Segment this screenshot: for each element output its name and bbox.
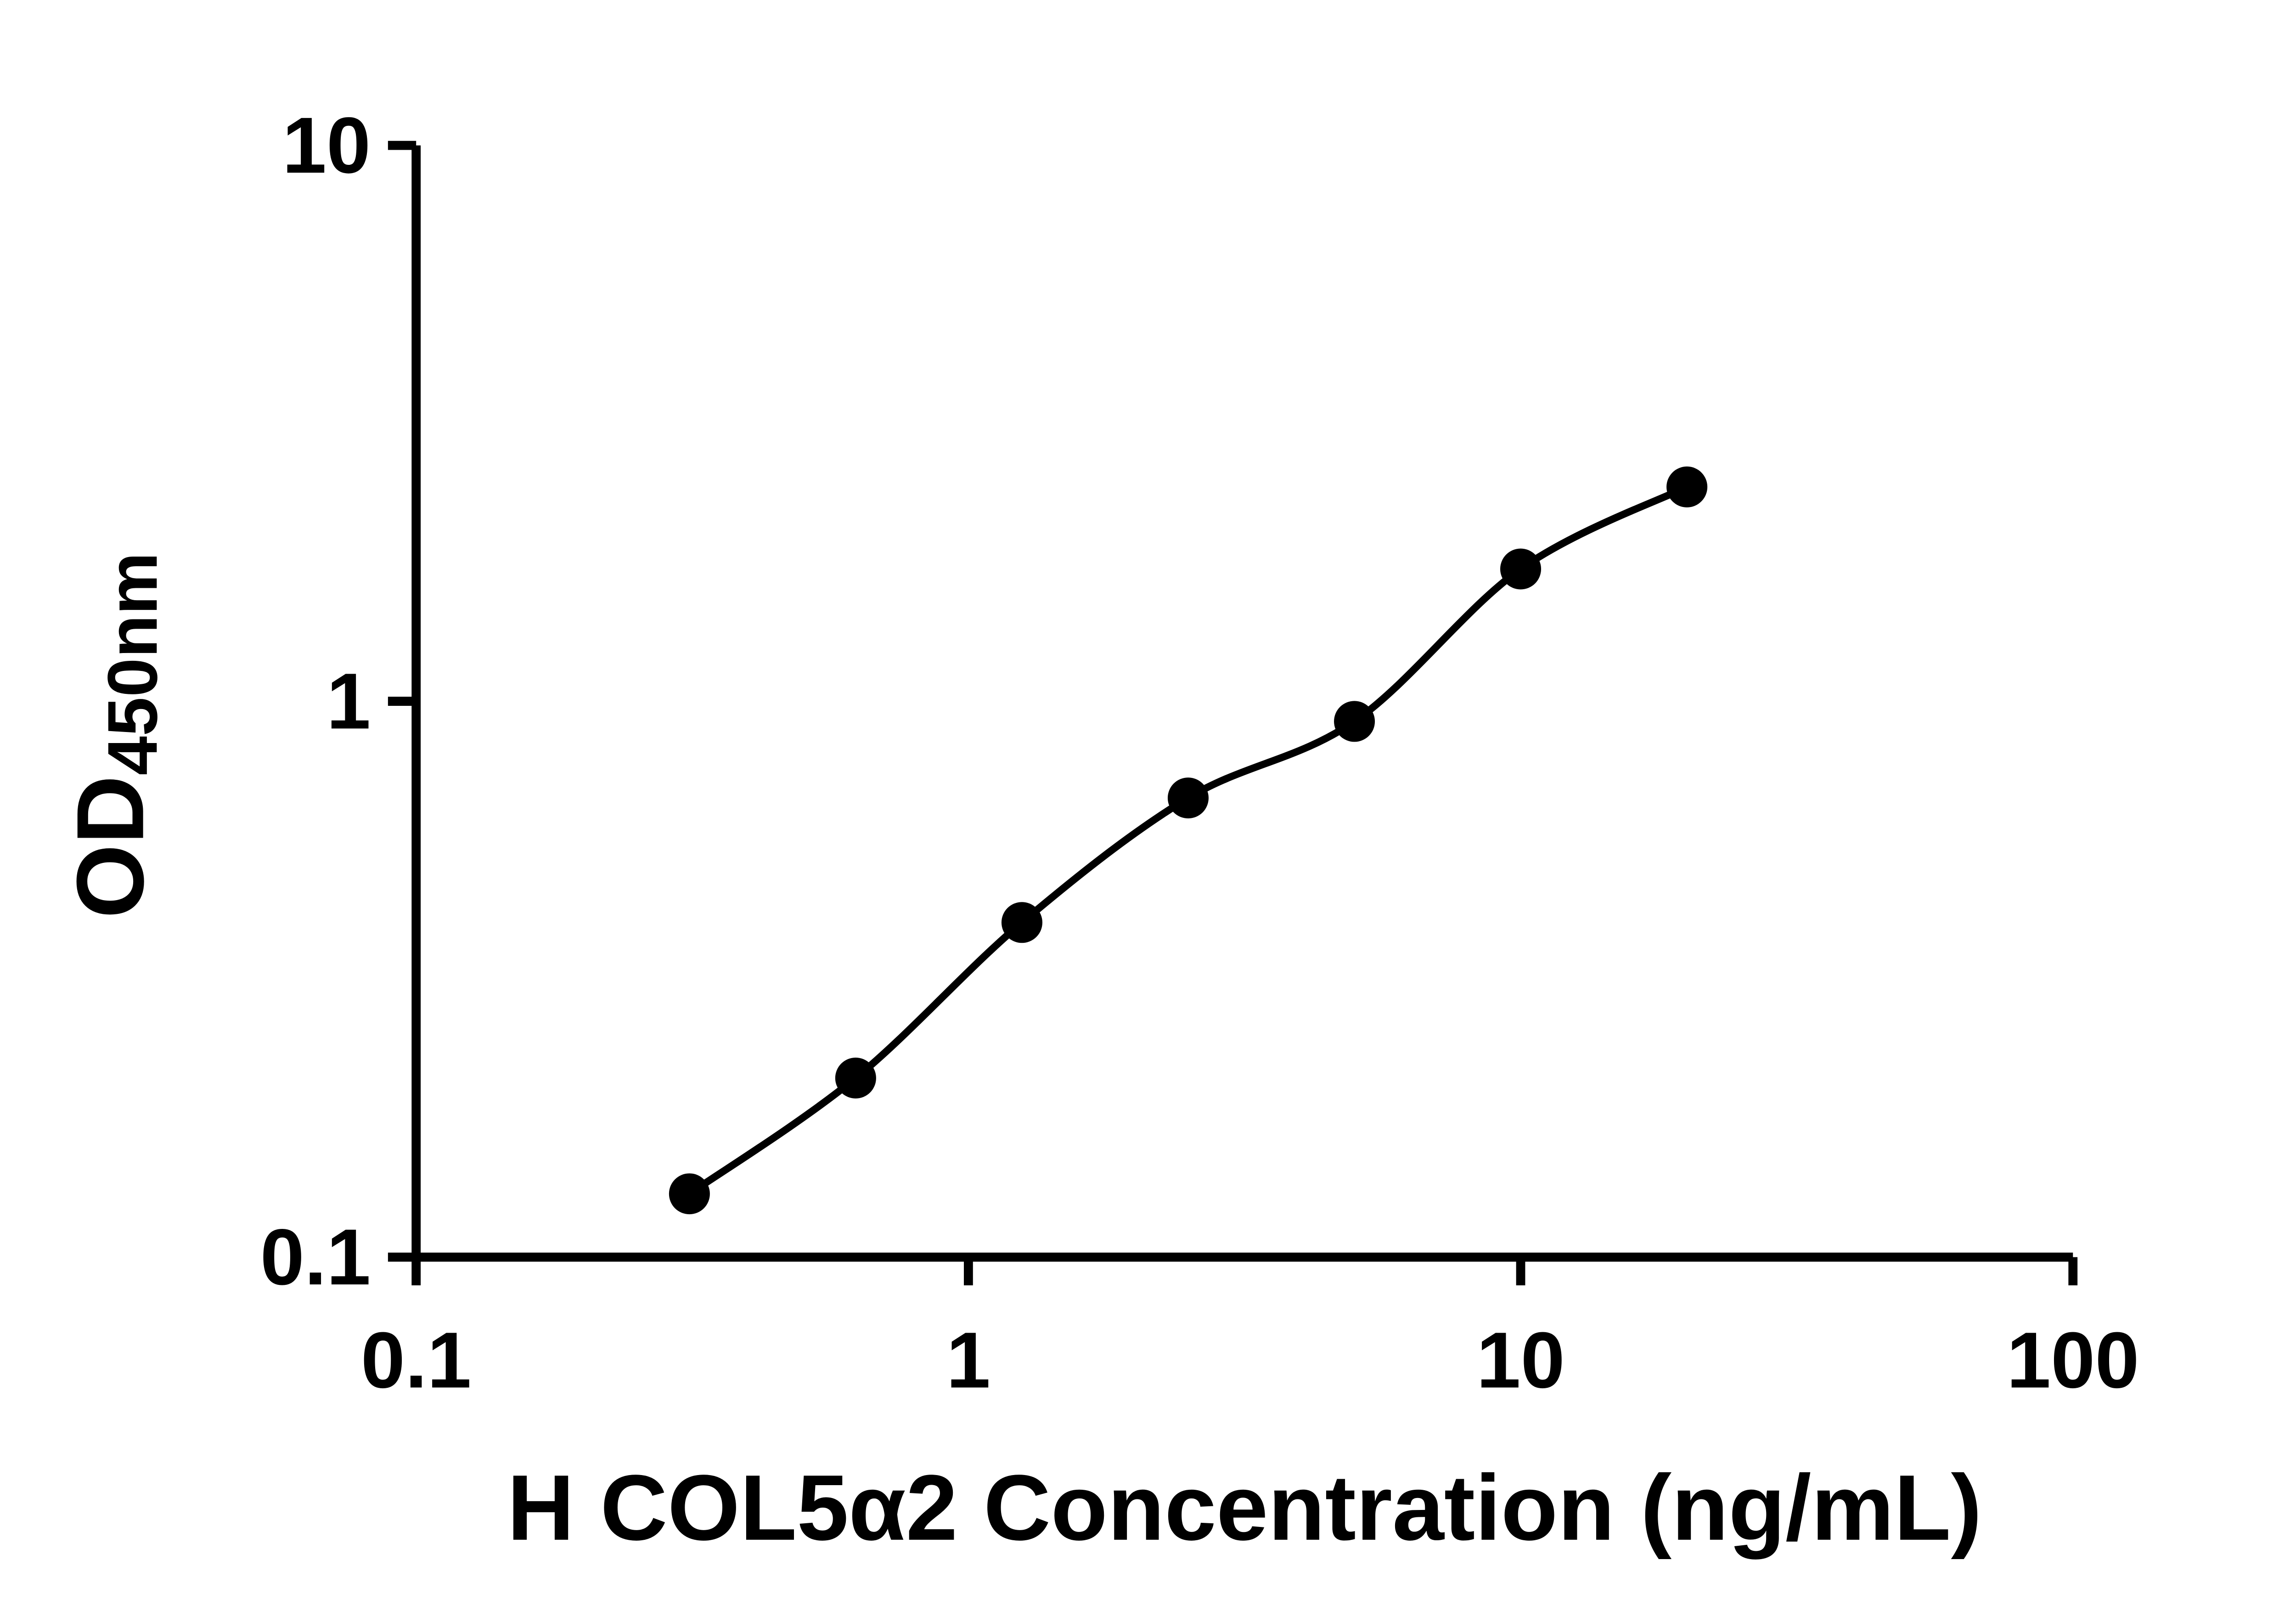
data-point (1666, 466, 1708, 507)
y-axis-tick-label: 1 (326, 656, 371, 745)
x-axis-tick-label: 0.1 (361, 1315, 472, 1404)
data-point (1167, 777, 1209, 819)
y-axis-title-main: OD (57, 775, 164, 918)
y-axis-title: OD450nm (57, 552, 172, 918)
data-point (669, 1173, 710, 1215)
data-point (1334, 701, 1375, 742)
y-axis-title-subscript: 450nm (93, 552, 172, 776)
data-point (1001, 902, 1042, 943)
x-axis-tick-label: 100 (2007, 1315, 2139, 1404)
data-point (1500, 548, 1542, 590)
x-axis-tick-label: 1 (946, 1315, 990, 1404)
y-axis-tick-label: 0.1 (260, 1212, 371, 1301)
x-axis-tick-label: 10 (1476, 1315, 1565, 1404)
data-point (835, 1058, 876, 1099)
x-axis-title: H COL5α2 Concentration (ng/mL) (507, 1455, 1982, 1560)
axis-spines (411, 145, 2073, 1262)
y-axis-tick-label: 10 (282, 101, 371, 190)
